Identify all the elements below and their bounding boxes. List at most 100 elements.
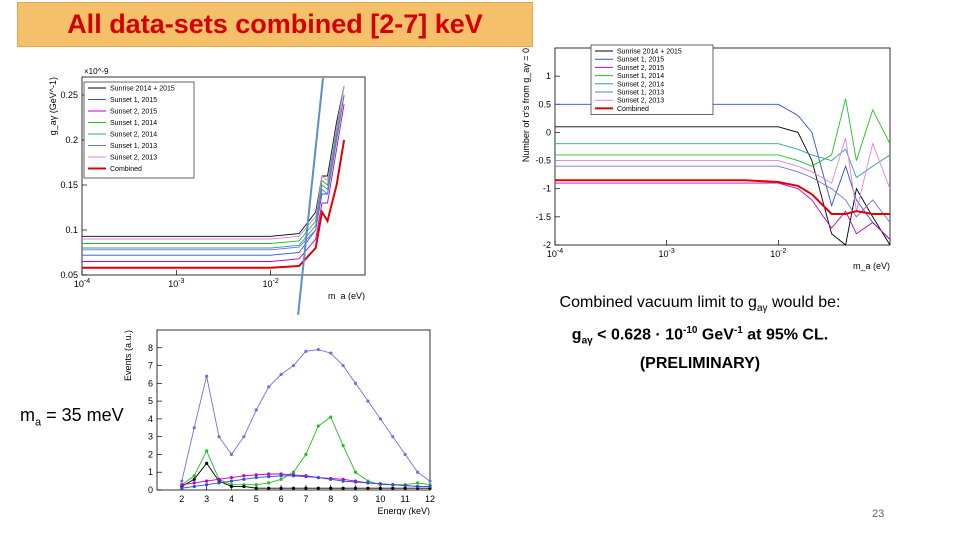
series-point bbox=[242, 435, 246, 439]
coupling-limit-chart: 10-4 10-3 10-2 0.05 0.1 0.15 0.2 0.25 ×10^-9 m_a … bbox=[40, 55, 375, 300]
series-point bbox=[304, 475, 308, 479]
series-point bbox=[341, 443, 345, 448]
x-axis-label: m_a (eV) bbox=[328, 291, 365, 300]
legend-entry: Sunset 2, 2013 bbox=[617, 98, 664, 105]
legend-entry: Sunset 1, 2013 bbox=[617, 90, 664, 97]
y-tick-label: -2 bbox=[543, 240, 551, 250]
series-point bbox=[353, 381, 358, 385]
legend-box bbox=[83, 81, 195, 179]
summary-l2-sub: aγ bbox=[581, 335, 593, 347]
series-line bbox=[82, 85, 345, 240]
series-point bbox=[403, 452, 407, 457]
series-point bbox=[329, 477, 333, 481]
series-point bbox=[341, 486, 345, 490]
x-tick-label: 10-3 bbox=[168, 278, 184, 289]
series-point bbox=[428, 484, 432, 489]
coupling-limit-svg: 10-4 10-3 10-2 0.05 0.1 0.15 0.2 0.25 ×10^-9 m_a … bbox=[48, 67, 366, 300]
summary-l2-sup1: -10 bbox=[683, 325, 698, 337]
x-tick-label: 6 bbox=[279, 494, 284, 504]
y-tick-label: 7 bbox=[148, 361, 153, 371]
mass-suffix: = 35 meV bbox=[41, 405, 124, 425]
series-point bbox=[391, 486, 395, 490]
series-point bbox=[329, 415, 333, 419]
summary-line-1: Combined vacuum limit to gaγ would be: bbox=[500, 292, 900, 320]
series-point bbox=[205, 461, 209, 465]
mass-sub: a bbox=[35, 416, 42, 429]
series-point bbox=[291, 470, 296, 474]
x-tick-label: 10 bbox=[375, 494, 385, 504]
y-tick-label: -1 bbox=[543, 184, 551, 194]
sigma-deviation-chart: 10-4 10-3 10-2 -2 -1.5 -1 -0.5 0 0.5 1 m_a (eV) Num… bbox=[505, 40, 900, 280]
series-line bbox=[82, 85, 345, 237]
series-line bbox=[555, 98, 891, 167]
legend-entry: Sunset 1, 2015 bbox=[110, 97, 157, 104]
series-point bbox=[341, 363, 345, 368]
series-point bbox=[291, 486, 296, 490]
series-line bbox=[82, 94, 345, 251]
summary-l2-mid: < 0.628 · 10 bbox=[592, 326, 683, 344]
x-tick-label: 5 bbox=[254, 494, 259, 504]
series-point bbox=[403, 483, 407, 488]
series-point bbox=[403, 486, 407, 490]
sigma-deviation-svg: 10-4 10-3 10-2 -2 -1.5 -1 -0.5 0 0.5 1 m_a (eV) Num… bbox=[521, 44, 891, 271]
series-point bbox=[366, 481, 370, 485]
summary-l1-prefix: Combined vacuum limit to g bbox=[559, 294, 757, 311]
axion-mass-label: ma = 35 meV bbox=[20, 405, 124, 429]
y-tick-label: 0.2 bbox=[65, 135, 78, 145]
summary-l1-sub: aγ bbox=[756, 303, 768, 315]
series-point bbox=[192, 477, 196, 481]
y-tick-label: 0.25 bbox=[60, 90, 78, 100]
series-point bbox=[205, 374, 209, 378]
series-point bbox=[242, 477, 246, 481]
y-tick-label: 6 bbox=[148, 378, 153, 388]
x-tick-label: 11 bbox=[401, 494, 410, 504]
series-point bbox=[428, 479, 432, 483]
x-tick-label: 9 bbox=[353, 494, 358, 504]
series-point bbox=[316, 424, 320, 428]
legend-entry: Sunset 2, 2013 bbox=[110, 155, 157, 162]
x-tick-label: 10-4 bbox=[74, 278, 90, 289]
series-point bbox=[378, 482, 382, 486]
series-point bbox=[366, 399, 370, 403]
plot-frame bbox=[156, 329, 431, 491]
series-point bbox=[180, 483, 184, 487]
x-tick-label: 2 bbox=[179, 494, 184, 504]
series-line bbox=[555, 179, 890, 215]
series-point bbox=[267, 475, 271, 479]
series-point bbox=[242, 484, 246, 489]
series-line bbox=[555, 103, 891, 240]
series-point bbox=[254, 475, 258, 480]
slide-number: 23 bbox=[872, 508, 885, 520]
series-point bbox=[267, 481, 271, 485]
x-axis-label: m_a (eV) bbox=[853, 261, 890, 271]
legend-entry: Sunset 1, 2015 bbox=[617, 57, 664, 64]
y-tick-label: 0 bbox=[546, 127, 551, 137]
y-multiplier-label: ×10^-9 bbox=[84, 67, 109, 76]
y-tick-label: -1.5 bbox=[535, 212, 551, 222]
series-point bbox=[254, 486, 258, 490]
summary-l2-unit: GeV bbox=[697, 326, 734, 344]
series-point bbox=[366, 486, 370, 490]
legend-entry: Combined bbox=[617, 106, 649, 113]
series-point bbox=[217, 435, 221, 439]
y-tick-label: 2 bbox=[148, 449, 153, 459]
series-point bbox=[291, 363, 296, 368]
y-tick-label: 4 bbox=[148, 414, 153, 424]
series-point bbox=[229, 475, 234, 480]
legend-entry: Sunset 1, 2013 bbox=[110, 143, 157, 150]
series-point bbox=[304, 349, 308, 353]
series-point bbox=[192, 426, 196, 430]
x-tick-label: 7 bbox=[303, 494, 308, 504]
series-point bbox=[267, 385, 271, 389]
series-point bbox=[353, 486, 358, 490]
series-point bbox=[391, 483, 395, 487]
series-point bbox=[229, 479, 234, 483]
series-point bbox=[217, 477, 221, 481]
series-point bbox=[415, 481, 420, 485]
series-point bbox=[229, 484, 234, 489]
x-tick-label: 3 bbox=[204, 494, 209, 504]
series-line bbox=[82, 94, 345, 249]
series-line bbox=[82, 139, 346, 269]
x-tick-label: 10-4 bbox=[547, 248, 563, 259]
